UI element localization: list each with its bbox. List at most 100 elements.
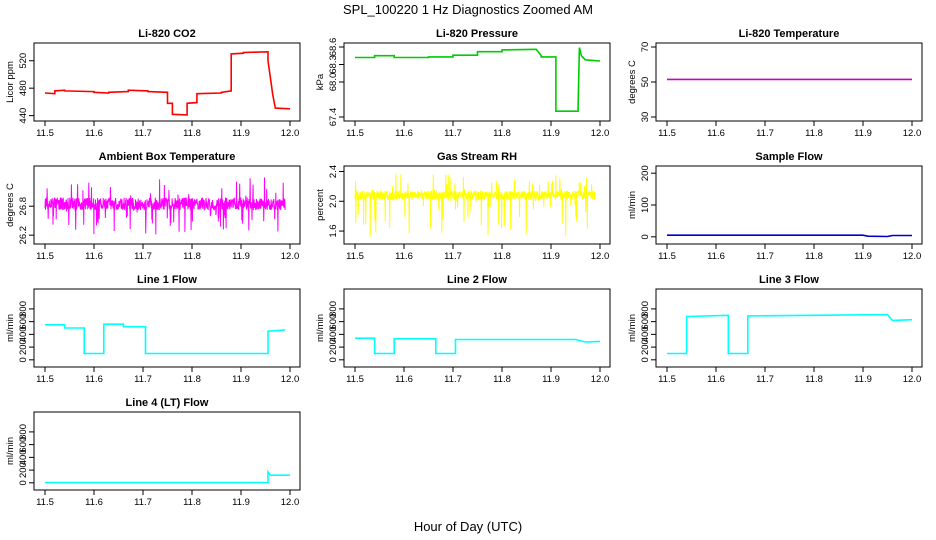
panel-title: Gas Stream RH — [437, 151, 517, 163]
y-tick-label: 26.8 — [18, 197, 29, 216]
series-line — [45, 469, 290, 484]
panel-8: Line 2 Flow 11.5 11.6 11.7 11.8 11.9 12.0 0 2004… — [315, 274, 611, 385]
y-tick-label: 400 — [640, 326, 651, 342]
y-tick-label: 100 — [640, 197, 651, 213]
y-tick-label: 30 — [640, 112, 651, 123]
plot-frame — [343, 165, 611, 245]
y-axis-label: ml/min — [627, 191, 638, 219]
panel-title: Line 4 (LT) Flow — [126, 397, 209, 409]
y-tick-label: 200 — [18, 462, 29, 478]
series-line — [44, 50, 291, 116]
y-tick-label: 600 — [640, 314, 651, 330]
y-tick-label: 200 — [640, 165, 651, 181]
y-axis-label: Licor ppm — [5, 61, 16, 103]
x-tick-label: 11.7 — [756, 128, 774, 139]
y-tick-label: 67.4 — [328, 108, 339, 127]
x-tick-label: 11.8 — [805, 251, 823, 262]
y-tick-label: 50 — [640, 77, 651, 88]
x-tick-label: 11.6 — [707, 128, 725, 139]
y-tick-label: 400 — [328, 326, 339, 342]
series-line — [355, 47, 601, 112]
x-tick-label: 11.9 — [542, 374, 560, 385]
x-tick-label: 12.0 — [903, 128, 922, 139]
plot-frame — [33, 288, 301, 368]
panel-7: Line 1 Flow 11.5 11.6 11.7 11.8 11.9 12.0 0 2004… — [5, 274, 301, 385]
y-axis-label: ml/min — [315, 314, 326, 342]
panel-title: Li-820 CO2 — [138, 28, 195, 40]
x-tick-label: 11.5 — [36, 374, 54, 385]
x-tick-label: 11.5 — [658, 251, 676, 262]
x-tick-label: 11.5 — [346, 128, 364, 139]
y-axis-label: ml/min — [5, 314, 16, 342]
panel-title: Line 2 Flow — [447, 274, 507, 286]
x-tick-label: 11.6 — [395, 251, 413, 262]
x-tick-label: 11.9 — [232, 251, 250, 262]
y-tick-label: 68.6 — [328, 38, 339, 57]
y-axis-label: ml/min — [627, 314, 638, 342]
x-tick-label: 11.7 — [134, 374, 152, 385]
panel-9: Line 3 Flow 11.5 11.6 11.7 11.8 11.9 12.0 0 2004… — [627, 274, 923, 385]
x-tick-label: 12.0 — [281, 251, 300, 262]
y-tick-label: 200 — [18, 339, 29, 355]
y-axis-label: kPa — [315, 73, 326, 90]
x-tick-label: 12.0 — [591, 251, 610, 262]
panel-title: Line 1 Flow — [137, 274, 197, 286]
panel-title: Line 3 Flow — [759, 274, 819, 286]
series-line — [667, 234, 912, 238]
plot-frame — [33, 165, 301, 245]
x-tick-label: 11.9 — [854, 251, 872, 262]
plot-frame — [33, 411, 301, 491]
panel-6: Sample Flow 11.5 11.6 11.7 11.8 11.9 12.0 0 100 2… — [627, 151, 923, 262]
panel-title: Sample Flow — [755, 151, 823, 163]
panel-10: Line 4 (LT) Flow 11.5 11.6 11.7 11.8 11.9 12.0… — [5, 397, 301, 508]
panel-title: Li-820 Temperature — [739, 28, 840, 40]
x-tick-label: 11.8 — [183, 251, 201, 262]
x-tick-label: 11.8 — [183, 374, 201, 385]
x-tick-label: 12.0 — [591, 374, 610, 385]
y-tick-label: 0 — [18, 480, 29, 485]
x-tick-label: 11.8 — [805, 128, 823, 139]
x-tick-label: 11.7 — [444, 374, 462, 385]
x-tick-label: 12.0 — [281, 497, 300, 508]
y-tick-label: 400 — [18, 449, 29, 465]
y-axis-label: degrees C — [5, 183, 16, 227]
x-tick-label: 11.6 — [395, 374, 413, 385]
series-line — [355, 337, 601, 355]
x-tick-label: 11.9 — [854, 128, 872, 139]
x-tick-label: 11.6 — [707, 251, 725, 262]
x-tick-label: 11.7 — [756, 374, 774, 385]
x-tick-label: 11.9 — [854, 374, 872, 385]
x-tick-label: 11.7 — [134, 128, 152, 139]
x-tick-label: 11.9 — [232, 497, 250, 508]
x-tick-label: 11.5 — [36, 497, 54, 508]
x-tick-label: 11.5 — [36, 251, 54, 262]
x-tick-label: 12.0 — [903, 251, 922, 262]
panel-5: Gas Stream RH 11.5 11.6 11.7 11.8 11.9 12.0 1.6… — [315, 151, 611, 262]
panel-title: Ambient Box Temperature — [99, 151, 236, 163]
y-tick-label: 400 — [18, 326, 29, 342]
plot-frame — [343, 288, 611, 368]
plot-frame — [655, 165, 923, 245]
x-tick-label: 11.8 — [805, 374, 823, 385]
y-tick-label: 0 — [640, 234, 651, 239]
y-tick-label: 440 — [18, 108, 29, 124]
x-tick-label: 11.5 — [346, 374, 364, 385]
x-tick-label: 12.0 — [591, 128, 610, 139]
y-tick-label: 68.3 — [328, 55, 339, 74]
x-tick-label: 11.7 — [444, 128, 462, 139]
y-tick-label: 2.4 — [328, 165, 339, 178]
x-tick-label: 11.7 — [134, 251, 152, 262]
y-tick-label: 0 — [640, 357, 651, 362]
x-tick-label: 11.7 — [444, 251, 462, 262]
x-axis-title: Hour of Day (UTC) — [414, 519, 522, 534]
panel-4: Ambient Box Temperature 11.5 11.6 11.7 11.8 1… — [5, 151, 301, 262]
x-tick-label: 12.0 — [281, 374, 300, 385]
y-axis-label: percent — [315, 189, 326, 221]
x-tick-label: 11.5 — [658, 374, 676, 385]
y-tick-label: 800 — [328, 301, 339, 317]
series-line — [44, 177, 286, 235]
series-line — [667, 313, 913, 355]
y-tick-label: 1.6 — [328, 224, 339, 237]
x-tick-label: 11.5 — [346, 251, 364, 262]
